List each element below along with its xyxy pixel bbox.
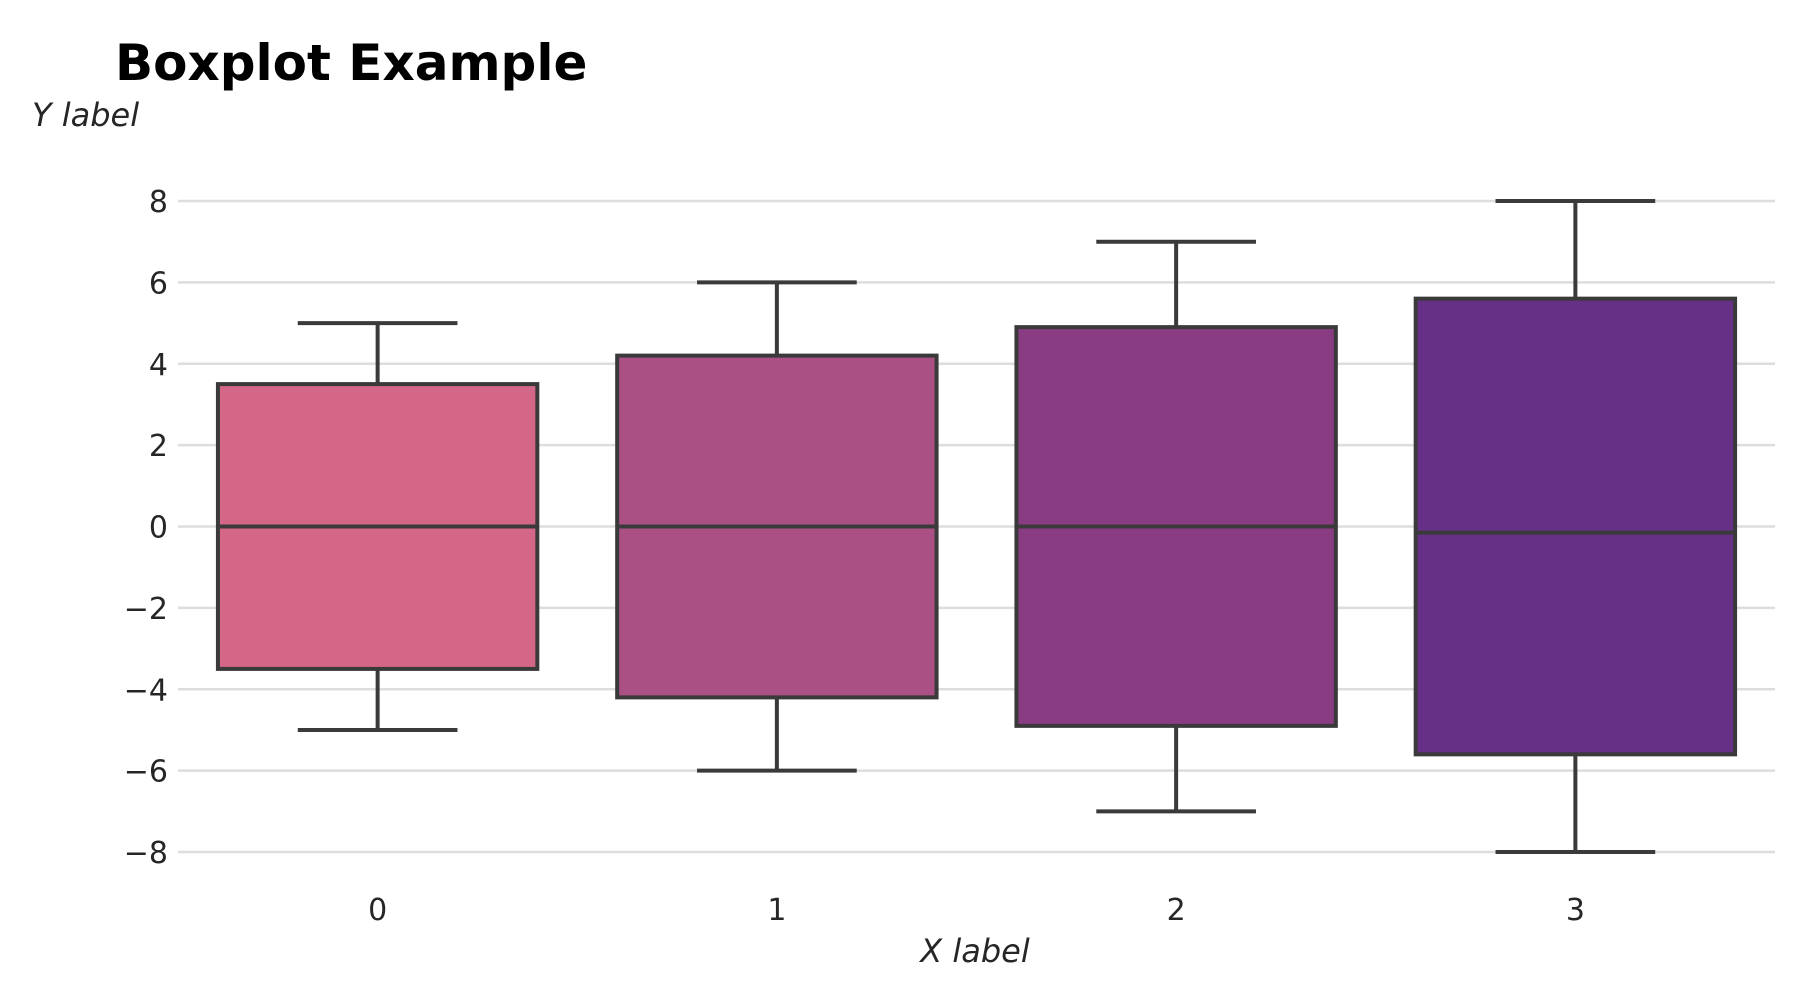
- x-tick-labels: 0 1 2 3: [368, 893, 1585, 928]
- y-tick-labels: 8 6 4 2 0 −2 −4 −6 −8: [124, 185, 168, 871]
- y-tick-label: −8: [124, 836, 168, 871]
- x-tick-label: 0: [368, 893, 387, 928]
- y-tick-label: 8: [149, 185, 168, 220]
- box-group: [1014, 239, 1338, 814]
- y-tick-label: 0: [149, 511, 168, 546]
- y-tick-label: −6: [124, 755, 168, 790]
- chart-title: Boxplot Example: [115, 34, 587, 92]
- y-tick-label: 4: [149, 348, 168, 383]
- y-tick-label: −2: [124, 592, 168, 627]
- y-tick-label: 2: [149, 429, 168, 464]
- box-group: [615, 280, 939, 773]
- box-group: [1413, 199, 1738, 854]
- box-body: [1413, 296, 1738, 757]
- x-tick-label: 1: [767, 893, 786, 928]
- box-series: [215, 199, 1738, 854]
- y-axis-label: Y label: [32, 96, 139, 134]
- y-tick-label: −4: [124, 673, 168, 708]
- x-axis-label: X label: [918, 932, 1030, 970]
- box-group: [215, 321, 540, 732]
- x-tick-label: 3: [1566, 893, 1585, 928]
- x-tick-label: 2: [1167, 893, 1186, 928]
- y-tick-label: 6: [149, 266, 168, 301]
